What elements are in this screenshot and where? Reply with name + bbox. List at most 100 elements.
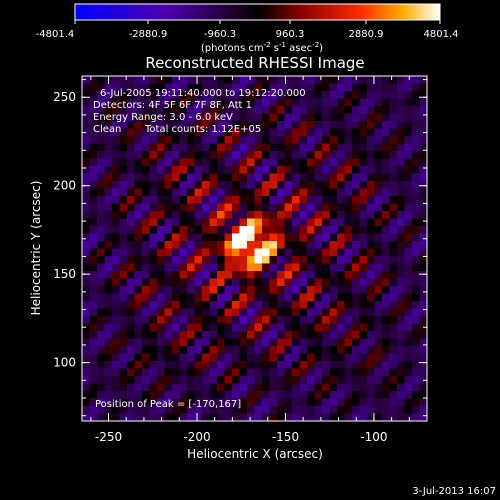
heatmap-cell [329, 316, 338, 325]
heatmap-cell [307, 293, 316, 302]
heatmap-cell [202, 331, 211, 340]
heatmap-cell [374, 241, 383, 250]
heatmap-cell [322, 331, 331, 340]
heatmap-cell [322, 128, 331, 137]
heatmap-cell [187, 263, 196, 272]
heatmap-cell [149, 121, 158, 130]
heatmap-cell [97, 188, 106, 197]
heatmap-cell [187, 226, 196, 235]
heatmap-cell [157, 136, 166, 145]
heatmap-cell [89, 383, 98, 392]
heatmap-cell [194, 143, 203, 152]
heatmap-cell [89, 166, 98, 175]
heatmap-cell [104, 83, 113, 92]
heatmap-cell [344, 226, 353, 235]
heatmap-cell [232, 106, 241, 115]
colorbar-tick-label: -4801.4 [36, 29, 75, 40]
heatmap-cell [314, 181, 323, 190]
heatmap-cell [389, 76, 398, 85]
heatmap-cell [322, 113, 331, 122]
heatmap-cell [352, 368, 361, 377]
heatmap-cell [239, 136, 248, 145]
heatmap-cell [127, 196, 136, 205]
heatmap-cell [209, 233, 218, 242]
heatmap-cell [202, 128, 211, 137]
heatmap-cell [172, 241, 181, 250]
heatmap-cell [97, 376, 106, 385]
heatmap-cell [404, 338, 413, 347]
heatmap-cell [269, 361, 278, 370]
heatmap-cell [292, 346, 301, 355]
heatmap-cell [224, 121, 233, 130]
heatmap-cell [269, 248, 278, 257]
heatmap-cell [292, 196, 301, 205]
heatmap-cell [104, 271, 113, 280]
heatmap-cell [322, 98, 331, 107]
heatmap-cell [314, 413, 323, 421]
heatmap-cell [404, 233, 413, 242]
x-tick-label: -200 [183, 430, 210, 444]
heatmap-cell [134, 383, 143, 392]
heatmap-cell [89, 331, 98, 340]
heatmap-cell [262, 331, 271, 340]
heatmap-cell [352, 338, 361, 347]
heatmap-cell [292, 316, 301, 325]
heatmap-cell [367, 413, 376, 421]
heatmap-cell [382, 188, 391, 197]
heatmap-cell [314, 188, 323, 197]
heatmap-cell [299, 121, 308, 130]
heatmap-cell [329, 196, 338, 205]
axis-ticks [82, 76, 427, 421]
heatmap-cell [232, 233, 241, 242]
heatmap-cell [269, 218, 278, 227]
heatmap-cell [254, 233, 263, 242]
heatmap-cell [367, 143, 376, 152]
heatmap-cell [389, 316, 398, 325]
heatmap-cell [134, 413, 143, 421]
heatmap-cell [202, 121, 211, 130]
heatmap-cell [224, 196, 233, 205]
heatmap-cell [269, 173, 278, 182]
heatmap-cell [352, 188, 361, 197]
heatmap-cell [217, 248, 226, 257]
heatmap-cell [382, 83, 391, 92]
heatmap-cell [262, 256, 271, 265]
heatmap-cell [254, 263, 263, 272]
heatmap-cell [299, 263, 308, 272]
heatmap-cell [262, 76, 271, 85]
heatmap-cell [359, 188, 368, 197]
heatmap-cell [97, 226, 106, 235]
heatmap-cell [202, 83, 211, 92]
heatmap-cell [299, 218, 308, 227]
heatmap-cell [314, 106, 323, 115]
heatmap-cell [359, 368, 368, 377]
heatmap-cell [164, 308, 173, 317]
heatmap-cell [134, 263, 143, 272]
heatmap-cell [149, 301, 158, 310]
heatmap-cell [104, 286, 113, 295]
heatmap-cell [209, 113, 218, 122]
heatmap-cell [134, 136, 143, 145]
heatmap-cell [127, 383, 136, 392]
heatmap-cell [142, 158, 151, 167]
heatmap-cell [209, 368, 218, 377]
heatmap-cell [412, 398, 421, 407]
heatmap-cell [142, 211, 151, 220]
heatmap-cell [419, 211, 427, 220]
heatmap-cell [119, 346, 128, 355]
heatmap-cell [269, 406, 278, 415]
heatmap-cell [217, 158, 226, 167]
heatmap-cell [157, 406, 166, 415]
heatmap-cell [247, 271, 256, 280]
heatmap-cell [194, 256, 203, 265]
heatmap-cell [179, 151, 188, 160]
heatmap-cell [367, 376, 376, 385]
heatmap-cell [397, 286, 406, 295]
heatmap-cell [269, 256, 278, 265]
heatmap-cell [254, 128, 263, 137]
heatmap-cell [104, 293, 113, 302]
heatmap-cell [352, 301, 361, 310]
heatmap-cell [142, 121, 151, 130]
heatmap-cell [232, 248, 241, 257]
heatmap-cell [382, 331, 391, 340]
